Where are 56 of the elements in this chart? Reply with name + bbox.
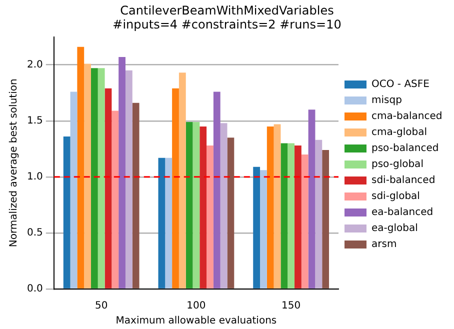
legend-label: sdi-global: [372, 191, 420, 202]
chart-subtitle: #inputs=4 #constraints=2 #runs=10: [112, 18, 342, 32]
bar: [98, 68, 105, 288]
bar: [77, 46, 84, 288]
legend-label: cma-global: [372, 127, 427, 138]
bar: [274, 124, 281, 288]
x-tick-label: 100: [186, 300, 206, 312]
bar: [178, 72, 186, 288]
bar: [308, 110, 316, 288]
bar: [112, 110, 119, 288]
bar: [213, 92, 220, 288]
bar: [220, 123, 228, 288]
bar: [186, 122, 193, 288]
bar: [206, 146, 214, 288]
legend-label: sdi-balanced: [372, 175, 436, 186]
x-tick-label: 150: [282, 300, 301, 312]
y-axis-title: Normalized average best solution: [8, 78, 20, 248]
bar: [200, 126, 207, 288]
y-tick-label: 2.0: [26, 59, 43, 70]
bar: [125, 70, 132, 288]
legend-label: pso-balanced: [372, 143, 439, 154]
y-tick-label: 0.5: [26, 228, 43, 239]
bar: [90, 68, 98, 288]
bar: [294, 146, 302, 288]
x-tick-label: 50: [94, 300, 108, 312]
bar: [165, 158, 172, 288]
bar: [158, 158, 166, 288]
legend-label: ea-global: [372, 223, 418, 234]
bar: [227, 138, 234, 288]
bar: [118, 56, 126, 288]
bar: [104, 88, 112, 288]
y-tick-label: 1.5: [26, 115, 43, 126]
y-tick-label: 0.0: [26, 284, 43, 295]
bar: [315, 140, 322, 288]
legend-label: pso-global: [372, 159, 424, 170]
bar: [132, 102, 140, 288]
y-tick-label: 1.0: [26, 172, 43, 183]
bar: [280, 143, 288, 288]
bar: [63, 136, 70, 288]
bar: [266, 126, 274, 288]
legend-label: arsm: [372, 239, 397, 250]
legend-label: misqp: [372, 95, 402, 106]
bar: [192, 122, 200, 288]
bar: [70, 92, 78, 288]
bar: [172, 88, 179, 288]
legend-label: cma-balanced: [372, 111, 442, 122]
bar: [322, 150, 330, 288]
legend-label: ea-balanced: [372, 207, 434, 218]
bar: [84, 64, 91, 288]
bar: [288, 143, 295, 288]
bar: [260, 170, 267, 288]
bar: [253, 166, 260, 288]
legend-label: OCO - ASFE: [372, 79, 430, 90]
x-axis-title: Maximum allowable evaluations: [116, 316, 277, 327]
chart-title: CantileverBeamWithMixedVariables: [120, 3, 334, 18]
bar: [301, 154, 308, 288]
